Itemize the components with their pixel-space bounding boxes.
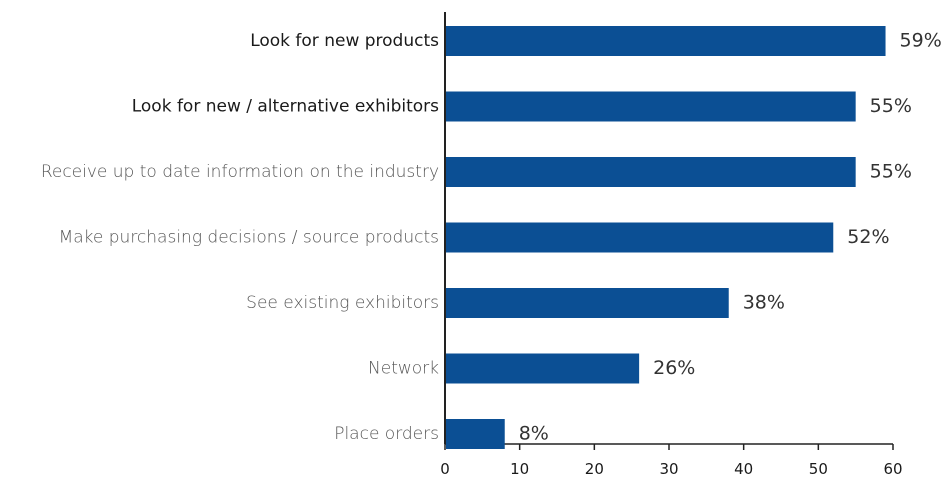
bar [446,419,505,449]
x-ticks: 0 10 20 30 40 50 60 [440,444,903,478]
x-tick-label: 30 [659,460,678,478]
bar [446,26,886,56]
bars [446,26,886,449]
category-label: Look for new / alternative exhibitors [132,97,439,117]
x-tick-label: 40 [734,460,753,478]
value-label: 26% [653,357,695,379]
category-label: Place orders [334,424,439,444]
x-tick-label: 20 [585,460,604,478]
x-tick-label: 0 [440,460,450,478]
x-tick-label: 60 [883,460,902,478]
category-label: Network [368,359,439,379]
value-label: 55% [870,95,912,117]
value-label: 59% [900,30,942,52]
bar [446,222,834,253]
bar [446,91,856,122]
bar [446,353,640,384]
value-label: 8% [519,423,549,445]
x-tick-label: 50 [809,460,828,478]
category-label: Look for new products [250,31,439,51]
value-labels: 59% 55% 55% 52% 38% 26% 8% [519,30,942,445]
category-labels: Look for new products Look for new / alte… [41,31,439,444]
category-label: Receive up to date information on the in… [41,162,439,182]
bar [446,288,729,318]
bar [446,157,856,187]
x-tick-label: 10 [510,460,529,478]
value-label: 55% [870,161,912,183]
category-label: See existing exhibitors [246,293,439,313]
category-label: Make purchasing decisions / source produ… [59,228,439,248]
value-label: 52% [847,226,889,248]
value-label: 38% [743,292,785,314]
